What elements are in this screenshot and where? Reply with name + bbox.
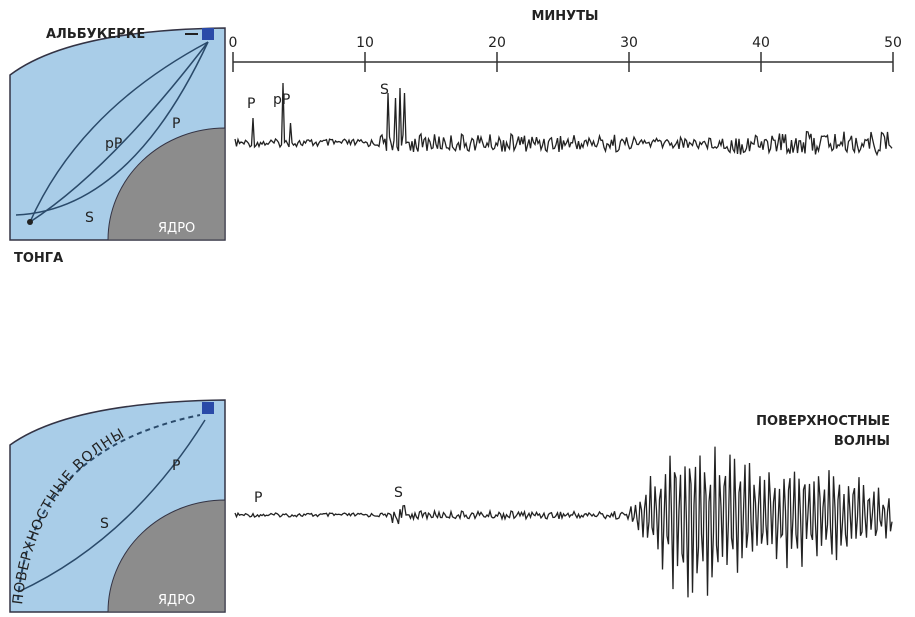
- ray-s: [15, 41, 209, 216]
- surface-label: ПОВЕРХНОСТНЫЕ: [756, 414, 890, 429]
- time-axis: МИНУТЫ 0 10 20 30 40 50: [229, 9, 902, 72]
- station-label: АЛЬБУКЕРКЕ: [46, 27, 145, 42]
- tick-label: 10: [356, 35, 374, 51]
- trace-label: P: [254, 490, 262, 506]
- trace-label: S: [380, 82, 389, 98]
- station: [202, 402, 214, 414]
- station: [202, 28, 214, 40]
- tick-label: 50: [884, 35, 902, 51]
- surface-label: ВОЛНЫ: [834, 434, 890, 449]
- trace-label: S: [394, 485, 403, 501]
- ray: [17, 419, 206, 593]
- ray-label: P: [172, 458, 180, 474]
- trace-label: P: [247, 96, 255, 112]
- seismogram-top: [234, 82, 893, 157]
- core-label: ЯДРО: [158, 221, 195, 236]
- trace-label: pP: [273, 92, 290, 108]
- ray-p: [29, 41, 209, 223]
- source-label: ТОНГА: [14, 251, 63, 266]
- tick-label: 30: [620, 35, 638, 51]
- core: [107, 499, 226, 613]
- ray-label: S: [85, 210, 94, 226]
- axis-title: МИНУТЫ: [531, 9, 598, 24]
- seismogram-bottom: [234, 446, 893, 598]
- tick-label: 40: [752, 35, 770, 51]
- earth-top: pP P S ЯДРО АЛЬБУКЕРКЕ ТОНГА: [9, 27, 226, 266]
- earth-bottom: ПОВЕРХНОСТНЫЕ ВОЛНЫ P S ЯДРО: [9, 399, 226, 613]
- surface-ray: [17, 414, 201, 601]
- source: [27, 219, 33, 225]
- ray-pp: [29, 41, 209, 223]
- tick-label: 20: [488, 35, 506, 51]
- ray-label: P: [172, 116, 180, 132]
- ray-label: pP: [105, 136, 122, 152]
- tick-label: 0: [229, 35, 238, 51]
- ray-label: S: [100, 516, 109, 532]
- core: [107, 127, 226, 241]
- core-label: ЯДРО: [158, 593, 195, 608]
